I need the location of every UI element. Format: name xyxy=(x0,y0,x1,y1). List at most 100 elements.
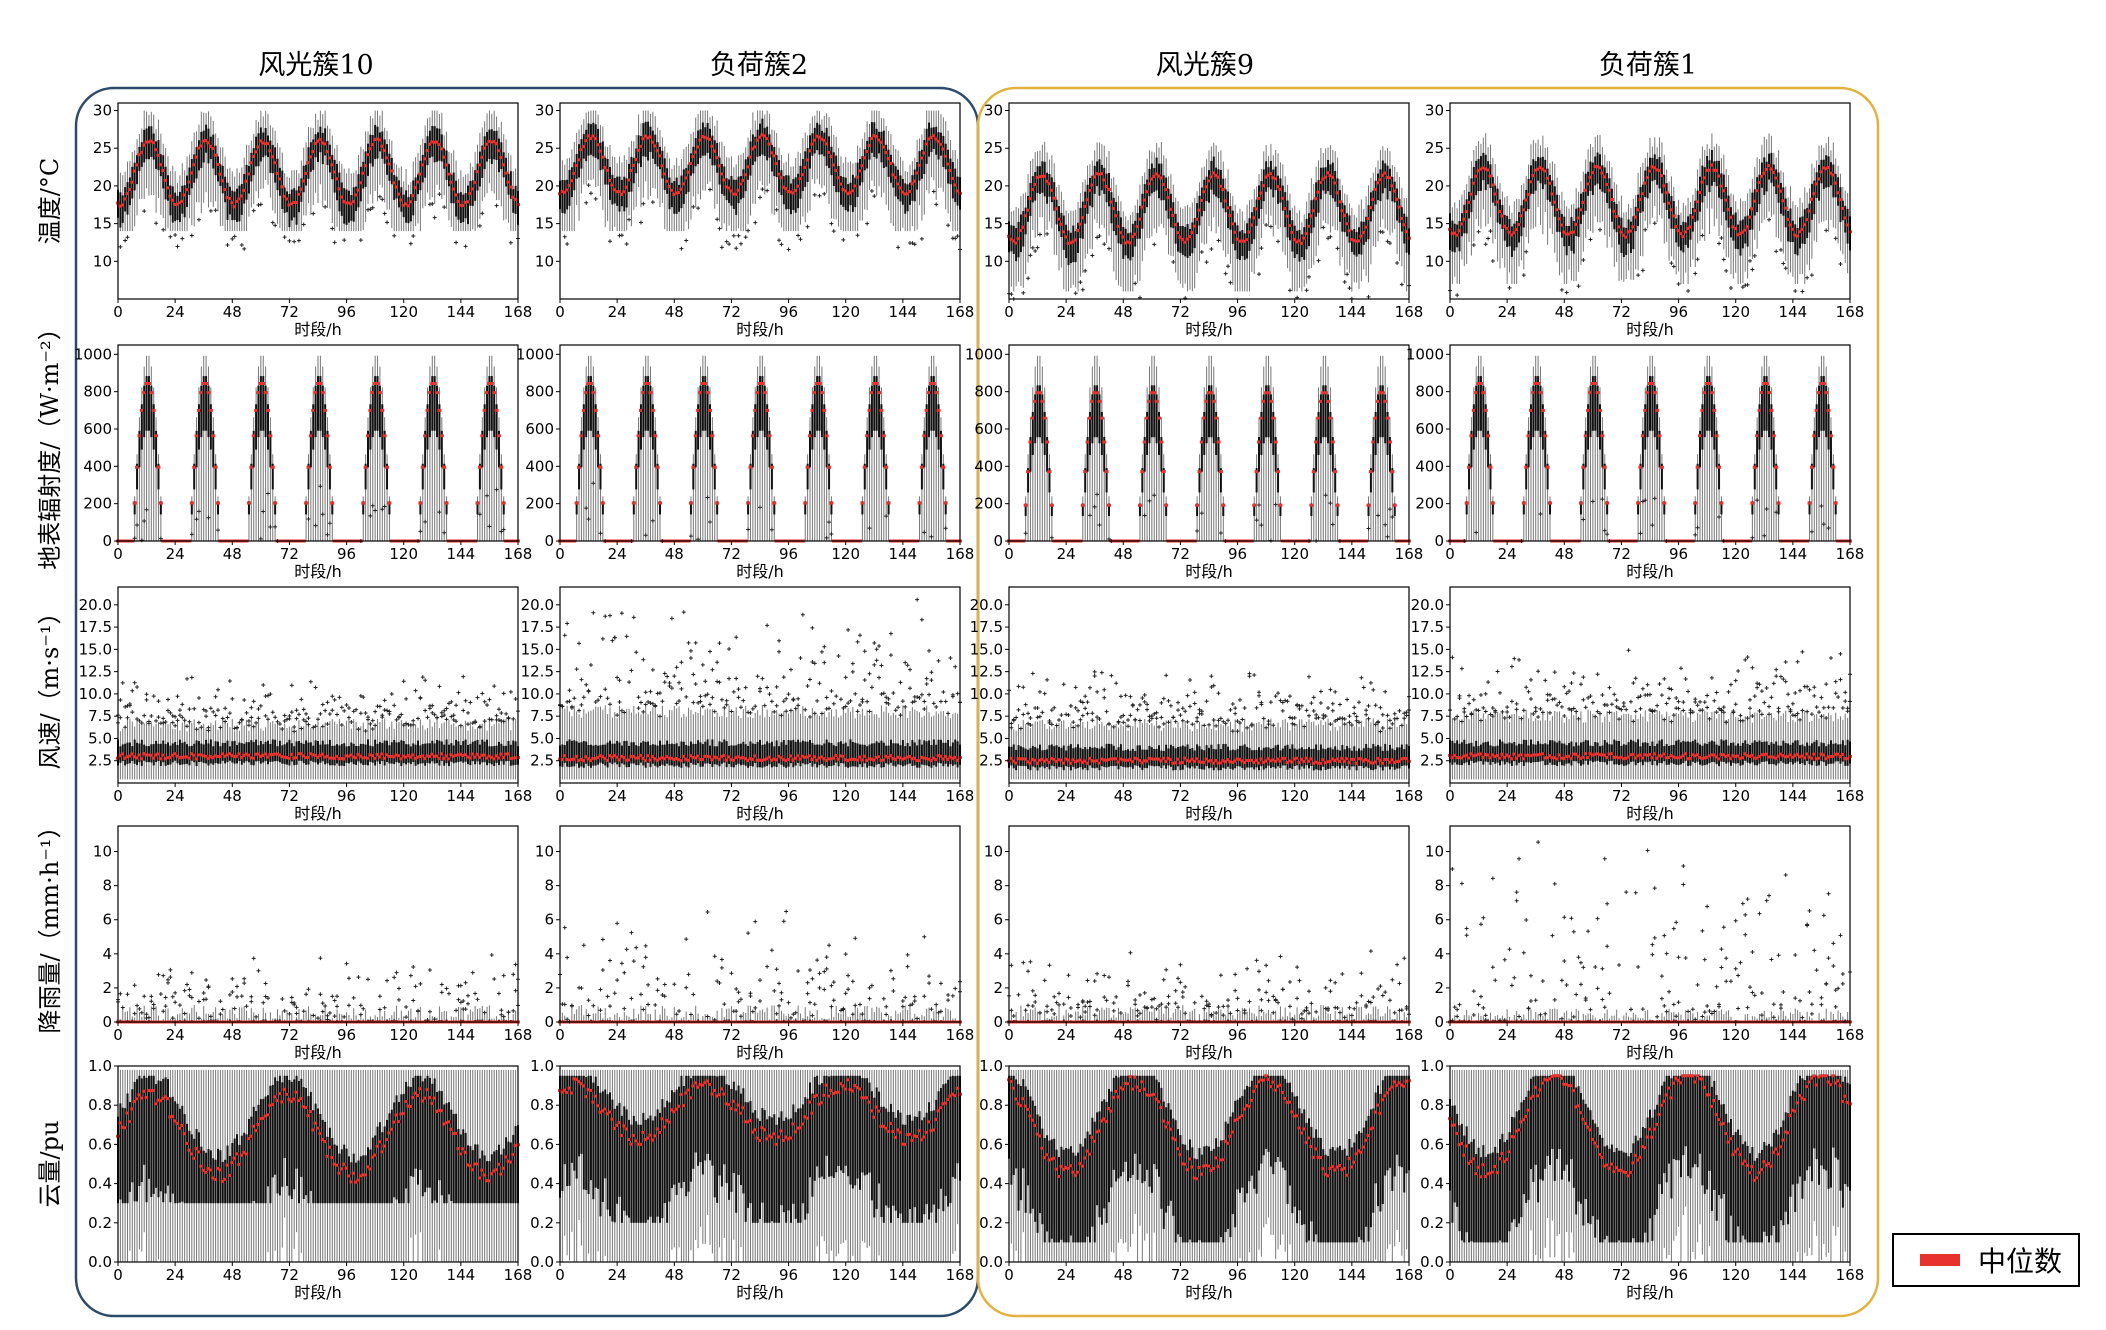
box xyxy=(773,501,776,515)
outlier-mark xyxy=(1640,499,1645,504)
box xyxy=(1529,404,1532,450)
box xyxy=(1046,172,1049,204)
box xyxy=(861,156,864,183)
box xyxy=(1715,160,1718,187)
box xyxy=(367,430,369,468)
box xyxy=(942,463,945,490)
outlier-mark xyxy=(342,708,347,713)
box xyxy=(193,743,196,763)
box xyxy=(1391,176,1394,202)
outlier-mark xyxy=(218,725,223,730)
box xyxy=(264,385,267,438)
box xyxy=(878,131,881,154)
outlier-mark xyxy=(508,240,513,245)
outlier-mark xyxy=(1488,229,1493,234)
box xyxy=(490,376,493,431)
box xyxy=(1208,385,1210,438)
box xyxy=(1248,218,1251,251)
outlier-mark xyxy=(168,710,173,715)
box xyxy=(828,463,831,490)
outlier-mark xyxy=(308,679,313,684)
box xyxy=(1494,185,1497,206)
outlier-mark xyxy=(1102,242,1107,247)
box xyxy=(1813,430,1816,468)
plot-frame xyxy=(1449,102,1851,300)
box xyxy=(716,501,719,515)
box xyxy=(809,430,811,468)
outlier-mark xyxy=(201,707,206,712)
outlier-mark xyxy=(446,701,451,706)
box xyxy=(202,744,205,763)
box xyxy=(1751,501,1754,515)
box xyxy=(1710,150,1713,186)
box xyxy=(682,169,685,204)
outlier-mark xyxy=(320,512,325,517)
box xyxy=(345,189,348,225)
box xyxy=(455,739,458,763)
box xyxy=(1319,394,1322,444)
box xyxy=(278,167,281,196)
y-tick-label: 30 xyxy=(535,102,554,120)
box xyxy=(350,742,353,763)
box xyxy=(1091,394,1094,444)
box xyxy=(1796,227,1799,256)
y-tick-label: 1000 xyxy=(1406,345,1444,363)
outlier-mark xyxy=(287,238,292,243)
outlier-mark xyxy=(256,716,261,721)
outlier-mark xyxy=(370,718,375,723)
box xyxy=(1165,177,1168,211)
x-tick-label: 72 xyxy=(280,545,299,563)
box xyxy=(321,132,324,165)
box xyxy=(259,127,262,162)
outlier-mark xyxy=(922,530,927,535)
box xyxy=(739,176,742,200)
outlier-mark xyxy=(135,522,140,527)
outlier-mark xyxy=(593,196,598,201)
outlier-mark xyxy=(1724,268,1729,273)
box xyxy=(823,404,826,450)
box xyxy=(343,743,346,767)
outlier-mark xyxy=(449,714,454,719)
outlier-mark xyxy=(1276,239,1281,244)
box xyxy=(438,740,441,766)
box xyxy=(1038,166,1041,194)
outlier-mark xyxy=(684,238,689,243)
box xyxy=(709,404,711,450)
box xyxy=(1122,227,1125,259)
outlier-mark xyxy=(213,713,218,718)
outlier-mark xyxy=(332,697,337,702)
box xyxy=(445,739,448,764)
outlier-mark xyxy=(1838,261,1843,266)
outlier-mark xyxy=(396,715,401,720)
outlier-mark xyxy=(423,678,428,683)
outlier-mark xyxy=(1650,523,1655,528)
box xyxy=(1634,206,1637,232)
box xyxy=(1758,404,1761,450)
outlier-mark xyxy=(392,233,397,238)
box xyxy=(942,135,945,167)
box xyxy=(1699,176,1701,212)
box xyxy=(1815,404,1818,450)
outlier-mark xyxy=(135,717,140,722)
box xyxy=(388,501,391,515)
outlier-mark xyxy=(285,717,290,722)
outlier-mark xyxy=(919,236,924,241)
box xyxy=(1193,217,1196,249)
box xyxy=(1603,463,1606,490)
box xyxy=(478,463,481,490)
box xyxy=(412,180,415,216)
box xyxy=(1138,205,1141,239)
outlier-mark xyxy=(477,223,482,228)
x-axis-label: 时段/h xyxy=(736,562,784,581)
box xyxy=(1610,188,1613,222)
box xyxy=(407,197,410,224)
outlier-mark xyxy=(394,717,399,722)
box xyxy=(659,501,661,515)
box xyxy=(839,176,842,205)
outlier-mark xyxy=(1752,253,1757,258)
box xyxy=(866,430,869,468)
box xyxy=(183,185,186,218)
box xyxy=(133,162,136,191)
box xyxy=(138,146,141,171)
box xyxy=(1384,394,1387,444)
